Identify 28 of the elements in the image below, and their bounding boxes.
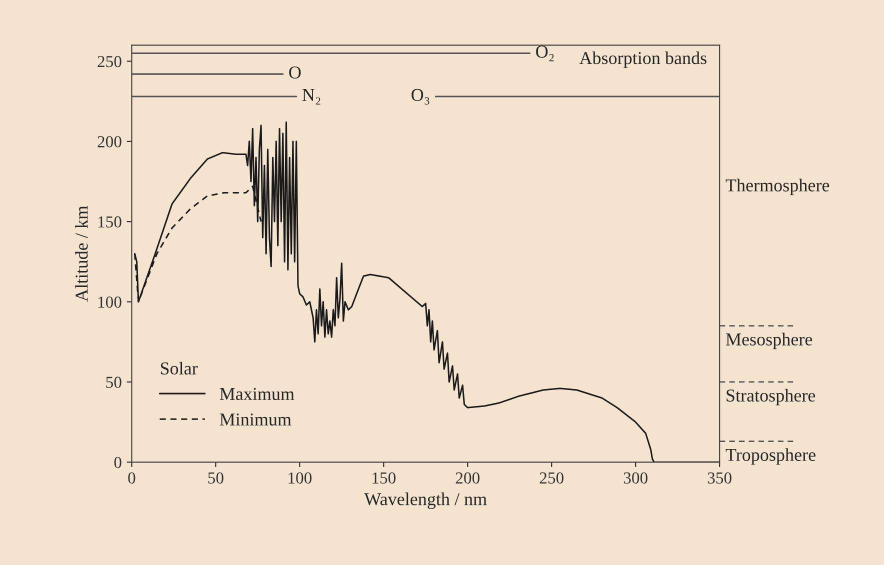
y-tick-label: 250: [98, 56, 122, 68]
text: Thermosphere: [726, 178, 830, 196]
legend-title: Solar: [160, 362, 198, 375]
ref-line-label: Mesosphere: [726, 332, 812, 350]
x-tick-label: 0: [128, 472, 136, 484]
x-tick-label: 150: [372, 472, 396, 484]
x-axis-title: Wavelength / nm: [364, 492, 487, 509]
y-axis-title: Altitude / km: [75, 206, 88, 302]
x-tick-label: 100: [288, 472, 312, 484]
annotation: O₃: [412, 88, 430, 105]
x-tick-label: 350: [708, 472, 732, 484]
x-tick-label: 250: [540, 472, 564, 484]
x-tick-label: 200: [456, 472, 480, 484]
legend-label: Minimum: [220, 413, 292, 426]
annotation: O: [289, 66, 301, 79]
y-tick-label: 200: [98, 136, 122, 148]
y-tick-label: 150: [98, 216, 122, 228]
annotation: N₂: [302, 89, 320, 105]
y-tick-label: 50: [106, 376, 122, 388]
annotation: O₂: [536, 46, 554, 62]
legend-label: Maximum: [220, 388, 294, 400]
ref-line-label: Stratosphere: [726, 388, 816, 406]
y-tick-label: 100: [98, 296, 122, 308]
y-tick-label: 0: [114, 456, 122, 468]
annotation: Absorption bands: [579, 51, 706, 68]
ref-line-label: Troposphere: [726, 448, 816, 465]
x-tick-label: 50: [208, 472, 224, 484]
x-tick-label: 300: [624, 472, 648, 484]
